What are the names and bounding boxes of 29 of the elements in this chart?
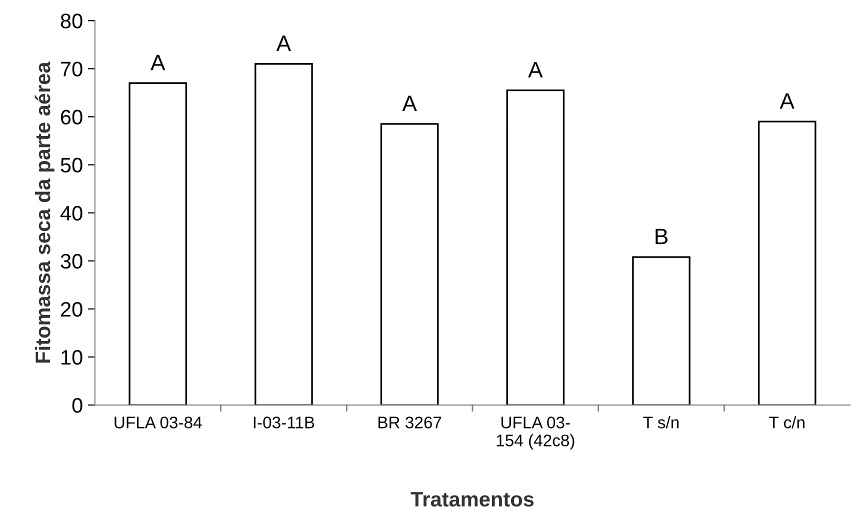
x-tick-label: T c/n <box>769 416 804 428</box>
annotation: A <box>528 62 543 78</box>
y-tick-label: 10 <box>62 350 82 365</box>
y-tick-label: 40 <box>60 206 82 221</box>
annotation: A <box>150 54 166 70</box>
y-tick-label: 50 <box>60 158 82 173</box>
y-tick-label: 20 <box>61 302 82 317</box>
x-tick-label: UFLA 03-84 <box>114 416 202 428</box>
annotation: A <box>276 36 292 51</box>
bar <box>254 63 313 406</box>
x-tick-label: BR 3267 <box>378 416 442 428</box>
bar <box>380 123 439 406</box>
x-tick-label: UFLA 03- 154 (42c8) <box>496 416 574 450</box>
y-tick-label: 30 <box>60 254 82 269</box>
y-tick-label: 0 <box>72 398 82 413</box>
bar <box>758 120 816 406</box>
x-tick-label: I-03-11B <box>254 416 314 428</box>
y-axis-title: Fitomassa seca da parte aérea <box>34 62 54 363</box>
x-tick-label: T s/n <box>643 416 679 428</box>
bar <box>128 82 188 406</box>
annotation: A <box>780 93 794 109</box>
annotation: B <box>656 228 668 244</box>
y-tick-label: 70 <box>61 62 82 76</box>
y-tick-label: 60 <box>61 110 82 124</box>
bar <box>506 89 565 406</box>
y-tick-label: 80 <box>60 14 82 28</box>
x-axis-title: Tratamentos <box>410 492 534 507</box>
annotation: A <box>402 96 417 112</box>
bar <box>632 256 690 406</box>
